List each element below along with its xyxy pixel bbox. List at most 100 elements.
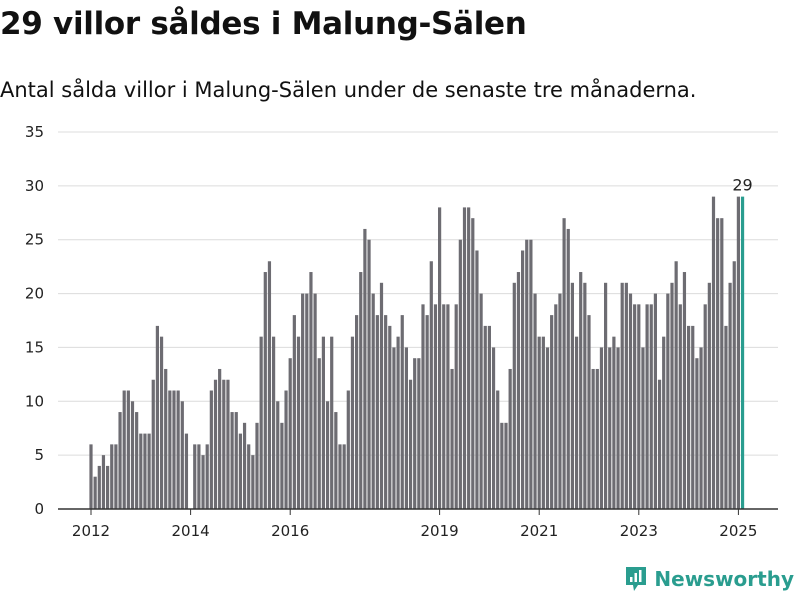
bar: [566, 228, 570, 509]
bar: [193, 444, 197, 509]
bar: [608, 347, 612, 509]
y-tick-label: 20: [25, 285, 44, 303]
y-tick-label: 30: [25, 177, 44, 195]
bar: [620, 282, 624, 509]
bar: [209, 390, 213, 509]
bar: [645, 304, 649, 509]
bar-highlight: [740, 196, 745, 509]
bar: [508, 368, 512, 509]
bar: [371, 293, 375, 509]
bar: [724, 325, 728, 509]
bar: [388, 325, 392, 509]
bar: [475, 250, 479, 510]
bar: [628, 293, 633, 509]
bar: [595, 368, 599, 509]
newsworthy-logo-icon: [626, 567, 647, 591]
x-tick-label: 2014: [172, 522, 210, 540]
y-tick-label: 10: [25, 392, 44, 410]
bar: [247, 444, 251, 509]
bar: [699, 347, 703, 509]
bar: [707, 282, 711, 509]
bar: [118, 412, 122, 509]
bar: [242, 422, 247, 509]
bar: [454, 304, 458, 509]
bar: [359, 272, 363, 509]
bar: [255, 422, 259, 509]
bar: [367, 239, 371, 509]
bar: [433, 304, 438, 509]
bar: [301, 293, 305, 509]
bar: [309, 272, 313, 509]
bar: [429, 261, 433, 509]
bar: [180, 401, 184, 509]
bar: [139, 433, 143, 509]
bar: [172, 390, 176, 509]
bar: [533, 293, 537, 509]
bar: [591, 368, 595, 509]
y-tick-label: 35: [25, 123, 44, 141]
bar: [558, 293, 562, 509]
bar: [670, 282, 674, 509]
bar: [438, 207, 442, 509]
bar: [101, 455, 106, 509]
bar: [222, 379, 226, 509]
x-tick-label: 2023: [620, 522, 658, 540]
bar: [462, 207, 467, 509]
bar: [479, 293, 483, 509]
bar: [691, 325, 695, 509]
bar: [604, 282, 608, 509]
bar: [130, 401, 135, 509]
bar: [687, 325, 691, 509]
bar: [736, 196, 740, 509]
bar: [135, 412, 139, 509]
bar: [682, 272, 687, 509]
bar: [633, 304, 637, 509]
bar: [184, 433, 189, 509]
bar: [711, 196, 716, 509]
brand-logo: Newsworthy: [624, 564, 794, 594]
bar: [325, 401, 330, 509]
bar: [205, 444, 209, 509]
bar: [350, 336, 355, 509]
bar: [114, 444, 118, 509]
bar: [379, 282, 384, 509]
bar: [197, 444, 201, 509]
bar: [342, 444, 346, 509]
bar: [110, 444, 114, 509]
bar: [716, 218, 720, 510]
bar: [404, 347, 408, 509]
bar: [417, 358, 421, 509]
bar: [471, 218, 475, 510]
bar: [674, 261, 678, 509]
bar: [338, 444, 342, 509]
bar: [296, 336, 301, 509]
bar: [155, 325, 159, 509]
bar: [143, 433, 147, 509]
bar: [483, 325, 487, 509]
bar: [284, 390, 288, 509]
bar: [218, 368, 222, 509]
bar: [421, 304, 425, 509]
y-tick-label: 5: [34, 446, 44, 464]
bar: [500, 422, 504, 509]
bar: [695, 358, 699, 509]
x-tick-label: 2025: [719, 522, 757, 540]
bar: [413, 358, 417, 509]
y-tick-label: 25: [25, 231, 44, 249]
bar: [288, 358, 292, 509]
bar: [330, 336, 334, 509]
bar: [97, 465, 101, 509]
bar: [384, 315, 388, 509]
bar: [375, 315, 379, 509]
bar: [612, 336, 616, 509]
bar: [230, 412, 234, 509]
bar: [251, 455, 255, 509]
bar: [599, 347, 604, 509]
bar: [720, 218, 724, 510]
bar: [504, 422, 508, 509]
bar: [657, 379, 662, 509]
x-tick-label: 2019: [421, 522, 459, 540]
bar: [334, 412, 338, 509]
bar: [521, 250, 525, 510]
